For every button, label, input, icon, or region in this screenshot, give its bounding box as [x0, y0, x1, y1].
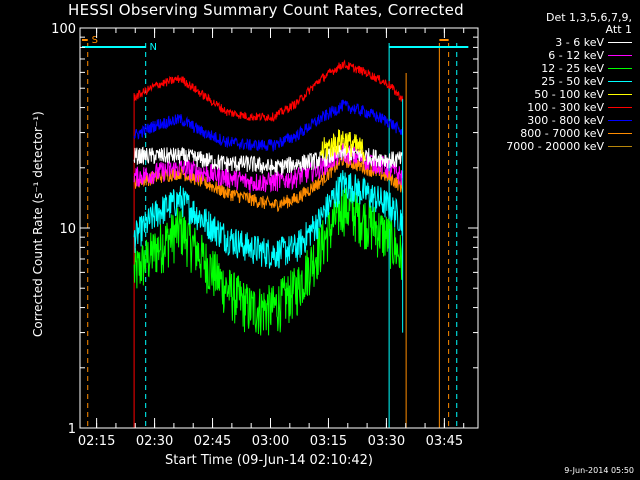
legend-entry: 800 - 7000 keV	[478, 127, 636, 140]
legend-entry-label: 12 - 25 keV	[541, 62, 604, 75]
y-tick-label: 10	[59, 222, 76, 237]
legend-entry: 3 - 6 keV	[478, 36, 636, 49]
chart-title: HESSI Observing Summary Count Rates, Cor…	[68, 1, 464, 19]
x-tick-label: 03:45	[426, 434, 463, 449]
x-tick-label: 03:30	[368, 434, 405, 449]
x-tick-label: 03:00	[252, 434, 289, 449]
series-line-100to300keV	[133, 59, 404, 123]
series-line-3to6keV	[133, 143, 404, 177]
x-tick-label: 03:15	[310, 434, 347, 449]
legend-entry: 6 - 12 keV	[478, 49, 636, 62]
legend-header-line-2: Att 1	[605, 23, 632, 36]
legend-entry: 7000 - 20000 keV	[478, 140, 636, 153]
legend-entry-label: 800 - 7000 keV	[520, 127, 604, 140]
legend-entry-label: 25 - 50 keV	[541, 75, 604, 88]
legend-entries: 3 - 6 keV 6 - 12 keV 12 - 25 keV 25 - 50 ke…	[478, 36, 636, 153]
series-line-50to100keV	[319, 129, 367, 165]
series-line-300to800keV	[133, 99, 404, 152]
legend-entry: 25 - 50 keV	[478, 75, 636, 88]
legend-entry: 12 - 25 keV	[478, 62, 636, 75]
legend-entry-label: 7000 - 20000 keV	[506, 140, 604, 153]
x-tick-label: 02:30	[136, 434, 173, 449]
y-tick-label: 1	[68, 422, 76, 437]
series-line-12to25keV	[133, 186, 404, 336]
series-line-25to50keV	[133, 170, 404, 269]
legend-entry: 50 - 100 keV	[478, 88, 636, 101]
legend-swatch	[608, 94, 632, 95]
axes: 1 10 100 02:15 02:30 02:45 03:00 03:15 03:30 03:4…	[51, 22, 479, 449]
legend-entry-label: 100 - 300 keV	[527, 101, 604, 114]
legend-entry-label: 300 - 800 keV	[527, 114, 604, 127]
x-tick-label: 02:45	[194, 434, 231, 449]
x-axis-label: Start Time (09-Jun-14 02:10:42)	[165, 453, 373, 468]
legend-swatch	[608, 107, 632, 108]
legend: Det 1,3,5,6,7,9, Att 1 3 - 6 keV 6 - 12 k…	[478, 12, 636, 153]
legend-swatch	[608, 146, 632, 147]
legend-entry-label: 3 - 6 keV	[555, 36, 604, 49]
legend-header-line-1: Det 1,3,5,6,7,9,	[545, 11, 632, 24]
legend-swatch	[608, 68, 632, 69]
legend-entry-label: 50 - 100 keV	[534, 88, 604, 101]
flag-label-n: N	[150, 42, 157, 53]
flag-label-s: S	[92, 35, 98, 46]
series-line-6to12keV	[133, 142, 404, 193]
legend-swatch	[608, 55, 632, 56]
y-tick-label: 100	[51, 22, 76, 37]
legend-entry: 300 - 800 keV	[478, 114, 636, 127]
legend-swatch	[608, 81, 632, 82]
legend-swatch	[608, 42, 632, 43]
footer-timestamp: 9-Jun-2014 05:50	[564, 466, 634, 475]
y-axis-label: Corrected Count Rate (s⁻¹ detector⁻¹)	[31, 111, 45, 337]
data-series-group: SN	[82, 35, 469, 428]
legend-entry-label: 6 - 12 keV	[548, 49, 604, 62]
legend-swatch	[608, 133, 632, 134]
legend-entry: 100 - 300 keV	[478, 101, 636, 114]
x-tick-label: 02:15	[78, 434, 115, 449]
legend-swatch	[608, 120, 632, 121]
